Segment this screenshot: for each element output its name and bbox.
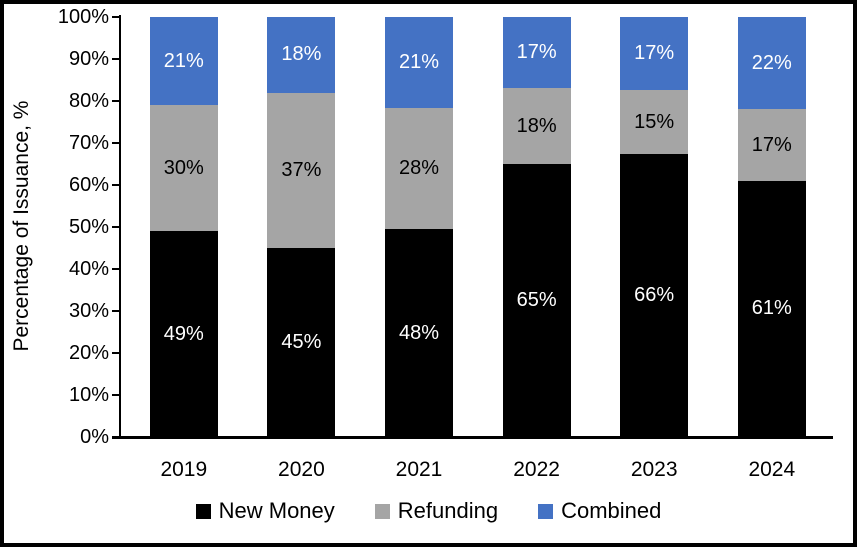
segment-refunding-2019: 30% <box>149 105 218 232</box>
y-axis-tick-label: 100% <box>57 6 109 28</box>
segment-combined-2024: 22% <box>737 17 806 110</box>
y-axis-tick-label: 0% <box>80 426 109 448</box>
legend-swatch-icon <box>195 503 211 519</box>
legend: New Money Refunding Combined <box>4 498 853 524</box>
bar-2022: 65% 18% 17% <box>502 17 571 437</box>
legend-swatch-icon <box>374 503 390 519</box>
bar-2020: 45% 37% 18% <box>267 17 336 437</box>
legend-label: New Money <box>218 498 335 523</box>
segment-new-money-2023: 66% <box>620 154 689 437</box>
segment-refunding-2022: 18% <box>502 88 571 164</box>
data-label: 22% <box>751 51 792 74</box>
data-label: 28% <box>398 157 440 180</box>
segment-refunding-2021: 28% <box>385 107 453 230</box>
data-label: 30% <box>163 156 204 179</box>
x-axis-line <box>112 436 833 439</box>
segment-refunding-2020: 37% <box>267 92 336 248</box>
y-axis-tick-label: 90% <box>68 48 109 70</box>
segment-combined-2023: 17% <box>620 17 689 90</box>
segment-new-money-2024: 61% <box>737 180 806 437</box>
y-tick-mark <box>112 142 119 144</box>
segment-new-money-2019: 49% <box>149 231 218 437</box>
segment-combined-2019: 21% <box>149 17 218 106</box>
y-axis-tick-label: 10% <box>68 384 109 406</box>
y-tick-mark <box>112 310 119 312</box>
segment-combined-2020: 18% <box>267 17 336 93</box>
y-tick-mark <box>112 100 119 102</box>
data-label: 15% <box>634 110 675 133</box>
data-label: 21% <box>398 50 440 73</box>
x-axis-tick-label: 2021 <box>395 458 443 481</box>
x-axis-tick-label: 2023 <box>630 458 678 481</box>
y-tick-mark <box>112 268 119 270</box>
segment-combined-2021: 21% <box>385 17 453 108</box>
data-label: 66% <box>634 284 675 307</box>
data-label: 18% <box>516 114 557 137</box>
segment-new-money-2021: 48% <box>385 229 453 437</box>
data-label: 48% <box>398 321 440 344</box>
legend-item-new-money: New Money <box>195 498 335 524</box>
x-axis-tick-label: 2022 <box>513 458 560 481</box>
data-label: 21% <box>163 49 204 72</box>
y-tick-mark <box>112 16 119 18</box>
bar-2021: 48% 28% 21% <box>385 17 453 437</box>
y-axis-title: Percentage of Issuance, % <box>10 100 33 352</box>
data-label: 17% <box>751 133 792 156</box>
y-axis-tick-label: 30% <box>68 300 109 322</box>
x-axis-tick-label: 2024 <box>748 458 796 481</box>
y-axis-tick-label: 70% <box>68 132 109 154</box>
legend-label: Refunding <box>397 498 499 523</box>
y-tick-mark <box>112 226 119 228</box>
segment-combined-2022: 17% <box>502 17 571 89</box>
segment-new-money-2020: 45% <box>267 248 336 437</box>
segment-new-money-2022: 65% <box>502 164 571 437</box>
bar-2023: 66% 15% 17% <box>620 17 689 437</box>
data-label: 17% <box>516 41 557 64</box>
segment-refunding-2023: 15% <box>620 89 689 155</box>
y-axis-tick-label: 60% <box>68 174 109 196</box>
bar-2019: 49% 30% 21% <box>149 17 218 437</box>
legend-swatch-icon <box>538 503 554 519</box>
y-tick-mark <box>112 58 119 60</box>
y-tick-mark <box>112 352 119 354</box>
x-axis-tick-label: 2019 <box>160 458 208 481</box>
data-label: 45% <box>281 331 322 353</box>
y-axis-tick-label: 40% <box>68 258 109 280</box>
data-label: 17% <box>634 41 675 64</box>
x-axis-tick-label: 2020 <box>278 458 325 481</box>
y-tick-mark <box>112 394 119 396</box>
legend-label: Combined <box>561 498 662 523</box>
legend-item-refunding: Refunding <box>374 498 499 524</box>
data-label: 18% <box>281 43 322 66</box>
y-axis-tick-label: 20% <box>68 342 109 364</box>
data-label: 37% <box>281 158 322 181</box>
y-axis-tick-label: 80% <box>68 90 109 112</box>
data-label: 65% <box>516 289 557 311</box>
bar-2024: 61% 17% 22% <box>737 17 806 437</box>
y-axis-tick-label: 50% <box>68 216 109 238</box>
data-label: 49% <box>163 322 204 345</box>
legend-item-combined: Combined <box>538 498 661 524</box>
data-label: 61% <box>751 297 792 320</box>
segment-refunding-2024: 17% <box>737 109 806 181</box>
y-axis-line <box>119 15 121 437</box>
y-tick-mark <box>112 184 119 186</box>
